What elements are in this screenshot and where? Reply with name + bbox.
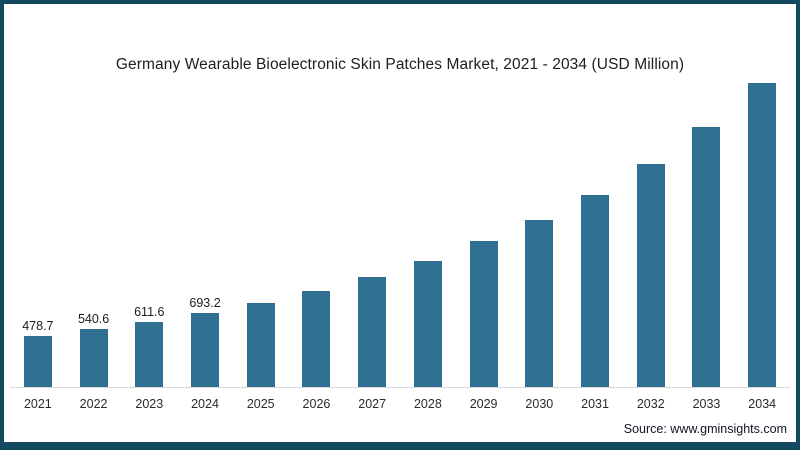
bar-2025 <box>246 303 275 387</box>
bar-2034 <box>748 83 777 387</box>
x-tick-label-2027: 2027 <box>358 397 387 411</box>
bar-2026 <box>302 291 331 387</box>
bar-column-2021: 478.7 <box>10 83 66 387</box>
x-tick-label-2033: 2033 <box>692 397 721 411</box>
bar-value-label-2021: 478.7 <box>22 318 54 333</box>
bar-column-2022: 540.6 <box>66 83 122 387</box>
bar-value-label-2024: 693.2 <box>189 296 221 311</box>
bar-2029 <box>469 240 498 387</box>
bar-column-2028 <box>400 83 456 387</box>
x-tick-label-2021: 2021 <box>23 397 52 411</box>
bar-column-2034 <box>734 83 790 387</box>
x-tick-label-2029: 2029 <box>469 397 498 411</box>
bar-column-2024: 693.2 <box>177 83 233 387</box>
x-axis-labels: 2021 2022 2023 2024 2025 2026 2027 2028 2029 2030… <box>10 397 790 411</box>
x-axis-line <box>10 387 790 388</box>
bar-column-2026 <box>289 83 345 387</box>
x-tick-label-2028: 2028 <box>413 397 442 411</box>
bar-column-2031 <box>567 83 623 387</box>
bar-column-2032 <box>623 83 679 387</box>
bar-column-2025 <box>233 83 289 387</box>
bar-2028 <box>413 260 442 387</box>
bar-2023 <box>135 321 164 387</box>
bar-2030 <box>525 220 554 387</box>
x-tick-label-2024: 2024 <box>191 397 219 411</box>
source-credit: Source: www.gminsights.com <box>623 422 787 436</box>
bar-2021 <box>23 335 52 387</box>
x-tick-label-2023: 2023 <box>135 397 164 411</box>
bar-column-2030 <box>511 83 567 387</box>
bar-2031 <box>581 194 610 387</box>
bar-2033 <box>692 127 721 387</box>
bar-value-label-2023: 611.6 <box>134 304 165 319</box>
bar-column-2023: 611.6 <box>121 83 177 387</box>
x-tick-label-2034: 2034 <box>748 397 777 411</box>
bar-2032 <box>636 164 665 387</box>
bar-2024 <box>191 313 220 387</box>
bar-2027 <box>358 277 387 387</box>
x-tick-label-2030: 2030 <box>525 397 554 411</box>
x-tick-label-2025: 2025 <box>246 397 275 411</box>
bar-value-label-2022: 540.6 <box>77 312 110 327</box>
x-tick-label-2022: 2022 <box>79 397 108 411</box>
bar-column-2029 <box>456 83 512 387</box>
x-tick-label-2032: 2032 <box>636 397 665 411</box>
x-tick-label-2031: 2031 <box>581 397 609 411</box>
bar-column-2033 <box>679 83 735 387</box>
plot-area: 478.7 540.6 611.6 693.2 <box>10 83 790 387</box>
chart-title: Germany Wearable Bioelectronic Skin Patc… <box>115 56 685 73</box>
bar-column-2027 <box>344 83 400 387</box>
x-tick-label-2026: 2026 <box>302 397 331 411</box>
bar-2022 <box>79 329 108 387</box>
